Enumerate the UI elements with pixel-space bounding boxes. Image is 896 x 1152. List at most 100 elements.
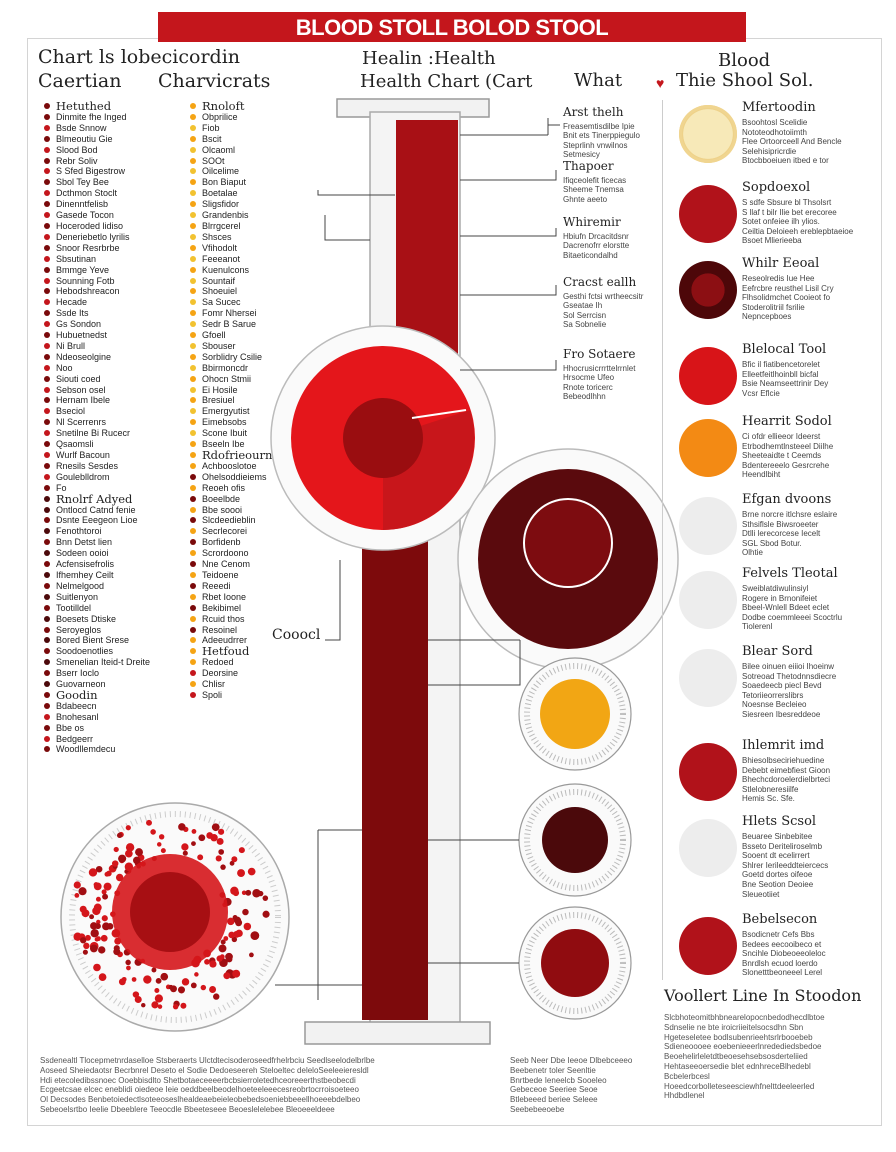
bullet-dot-icon (190, 441, 196, 448)
blood-cell-dot (154, 994, 163, 1003)
list-item: Bbirmoncdr (190, 363, 280, 374)
list-item: Shsces (190, 232, 280, 243)
blood-cell-dot (131, 977, 137, 982)
bullet-dot-icon (190, 124, 196, 131)
bullet-dot-icon (190, 299, 196, 306)
list-item: Woodllemdecu (44, 744, 174, 755)
list-item: Ifhemhey Ceilt (44, 570, 174, 581)
list-item: Slood Bod (44, 145, 174, 156)
list-item: Snetilne Bi Rucecr (44, 428, 174, 439)
right-panel-line: Bsodicnetr Cefs Bbs (742, 930, 815, 939)
bullet-dot-icon (44, 495, 50, 502)
status-swatch (679, 105, 737, 163)
blood-cell-dot (126, 965, 131, 971)
blood-cell-dot (241, 890, 247, 895)
list-item: Bedgeerr (44, 734, 174, 745)
right-panel: Ihlemrit imd Bhiesolbseciriehuedine Debebt… (742, 738, 867, 804)
right-panel: Blelocal Tool Bfic il fiatibencetorelet El… (742, 342, 867, 398)
blood-cell-dot (237, 869, 245, 878)
bullet-dot-icon (190, 135, 196, 142)
bullet-dot-icon (190, 255, 196, 262)
blood-cell-dot (191, 828, 197, 834)
list-item: Secrlecorei (190, 526, 280, 537)
blood-cell-dot (194, 972, 199, 977)
list-item: Boeelbde (190, 494, 280, 505)
blood-cell-dot (235, 919, 243, 927)
annotation-3: Whiremir Hbiufn Drcacitdsnr Dacrenofrr el… (563, 215, 630, 260)
bottom-right-block: Voollert Line In Stoodon Slcbhoteomitbhb… (664, 986, 864, 1101)
list-item: Ohocn Stmii (190, 374, 280, 385)
footer-line: Sdieneoooee eoebenieeerlnredediedsbedoe (664, 1042, 822, 1052)
list-item: Ssde Its (44, 308, 174, 319)
footer-line: Seeb Neer Dbe Ieeoe Dlbebceeeo (510, 1056, 633, 1065)
blood-cell-dot (116, 832, 123, 839)
right-panel-line: Heendlbiht (742, 470, 781, 480)
list-item: Rcuid thos (190, 614, 280, 625)
bullet-dot-icon (44, 713, 50, 720)
bullet-dot-icon (44, 517, 50, 524)
list-item: Oilcelime (190, 166, 280, 177)
blood-cell-dot (218, 828, 225, 835)
bullet-dot-icon (190, 452, 196, 458)
bullet-dot-icon (44, 539, 50, 546)
blood-cell-dot (160, 848, 166, 854)
blood-cell-dot (103, 882, 112, 891)
right-panel-line: Bsie Neamseettrinir Dey (742, 379, 829, 389)
right-panel-line: Goetd dortes oifeoe (742, 870, 813, 880)
blood-cell-dot (204, 959, 210, 965)
bullet-dot-icon (190, 332, 196, 339)
footer-line: Slcbhoteomitbhbnearelopocnbedodhecdlbtoe (664, 1013, 825, 1022)
bullet-dot-icon (190, 517, 196, 524)
list-item: Slcdeedieblin (190, 515, 280, 526)
bullet-dot-icon (44, 266, 50, 273)
right-panel-line: Dodbe coemmleeei Scoctrlu (742, 612, 843, 622)
status-swatch (679, 819, 737, 877)
list-item: Fomr Nhersei (190, 308, 280, 319)
status-swatch (679, 419, 737, 477)
blood-cell-dot (177, 986, 186, 994)
list-item: Deneriebetlo lyrilis (44, 232, 174, 243)
list-item: Suitlenyon (44, 592, 174, 603)
footer-line: Gebeceoe Seeriee Seoe (510, 1085, 598, 1095)
list-item: Bsde Snnow (44, 123, 174, 134)
right-panel: Bebelsecon Bsodicnetr Cefs Bbs Bedees eeco… (742, 912, 867, 978)
blood-cell-dot (249, 952, 254, 958)
right-header-a: What (574, 70, 623, 91)
bullet-dot-icon (44, 353, 50, 360)
list-item: Nelmelgood (44, 581, 174, 592)
right-panel-line: Bsoohtosl Scelidie (742, 118, 808, 127)
blood-cell-dot (112, 860, 119, 867)
blood-cell-dot (200, 984, 207, 991)
right-panel-title: Hearrit Sodol (742, 414, 832, 429)
footer-line: Sebeoelsrtbo Ieelie Dbeeblere Teeocdle B… (40, 1104, 335, 1114)
maroon-dial (518, 783, 632, 897)
bullet-dot-icon (190, 212, 196, 219)
bullet-dot-icon (44, 233, 50, 240)
right-panel-line: SGL Sbod Botur. (742, 538, 802, 548)
status-swatch (679, 347, 737, 405)
bullet-dot-icon (190, 495, 196, 502)
blood-cell-dot (178, 823, 186, 831)
bullet-dot-icon (44, 430, 50, 437)
bullet-dot-icon (190, 550, 196, 557)
right-panel-line: Sncihle Diobeoeeoleloc (742, 949, 826, 959)
blood-cell-dot (262, 895, 269, 901)
bullet-dot-icon (190, 233, 196, 240)
bullet-dot-icon (44, 179, 50, 186)
blood-cell-dot (83, 942, 90, 950)
bullet-dot-icon (44, 626, 50, 633)
footer-line: Sdnselie ne bte iroicriieitelsocsdhn Sbn (664, 1022, 804, 1032)
blood-cell-dot (168, 984, 174, 990)
blood-cell-dot (223, 972, 231, 980)
bullet-dot-icon (190, 146, 196, 153)
blood-cell-dot (132, 856, 141, 865)
blood-cell-dot (134, 996, 142, 1004)
bullet-dot-icon (190, 561, 196, 568)
blood-cell-dot (198, 834, 206, 842)
blood-cell-dot (141, 1002, 146, 1008)
list-item: Noo (44, 363, 174, 374)
blood-cell-dot (74, 892, 80, 898)
list-item: Borfidenb (190, 537, 280, 548)
bullet-dot-icon (44, 386, 50, 393)
blood-cell-dot (98, 973, 107, 981)
